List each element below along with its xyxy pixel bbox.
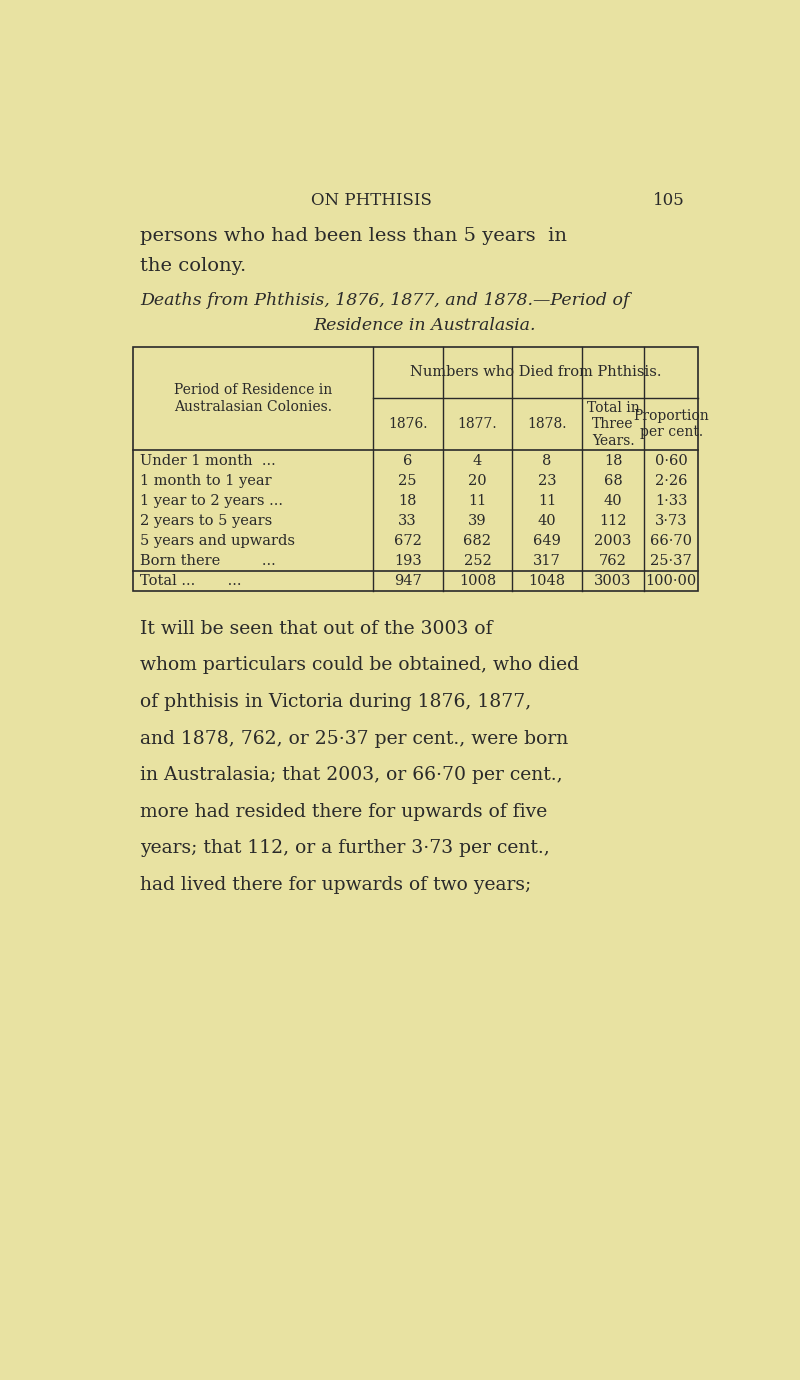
Text: 1877.: 1877. <box>458 417 498 432</box>
Text: Residence in Australasia.: Residence in Australasia. <box>313 317 536 334</box>
Text: 1878.: 1878. <box>527 417 567 432</box>
Text: Under 1 month  ...: Under 1 month ... <box>140 454 276 468</box>
Text: 1048: 1048 <box>529 574 566 588</box>
Text: Period of Residence in
Australasian Colonies.: Period of Residence in Australasian Colo… <box>174 384 332 414</box>
Text: 11: 11 <box>538 494 556 508</box>
Text: Numbers who Died from Phthisis.: Numbers who Died from Phthisis. <box>410 366 662 380</box>
Text: Proportion
per cent.: Proportion per cent. <box>634 410 709 439</box>
Text: 8: 8 <box>542 454 552 468</box>
Text: 6: 6 <box>403 454 412 468</box>
Text: 23: 23 <box>538 473 557 487</box>
Text: 112: 112 <box>599 513 627 527</box>
Text: 193: 193 <box>394 553 422 567</box>
Text: 1876.: 1876. <box>388 417 427 432</box>
Text: 2 years to 5 years: 2 years to 5 years <box>140 513 273 527</box>
Text: and 1878, 762, or 25·37 per cent., were born: and 1878, 762, or 25·37 per cent., were … <box>140 730 569 748</box>
Text: 100·00: 100·00 <box>646 574 697 588</box>
Text: whom particulars could be obtained, who died: whom particulars could be obtained, who … <box>140 657 579 675</box>
Text: 33: 33 <box>398 513 417 527</box>
Text: 1 year to 2 years ...: 1 year to 2 years ... <box>140 494 283 508</box>
Text: Total in
Three
Years.: Total in Three Years. <box>586 402 639 447</box>
Text: persons who had been less than 5 years  in: persons who had been less than 5 years i… <box>140 228 567 246</box>
Text: 1008: 1008 <box>459 574 496 588</box>
Text: It will be seen that out of the 3003 of: It will be seen that out of the 3003 of <box>140 620 493 638</box>
Text: 3·73: 3·73 <box>655 513 687 527</box>
Text: 1 month to 1 year: 1 month to 1 year <box>140 473 272 487</box>
Text: 672: 672 <box>394 534 422 548</box>
Text: Born there         ...: Born there ... <box>140 553 276 567</box>
Text: 18: 18 <box>604 454 622 468</box>
Text: 682: 682 <box>463 534 491 548</box>
Text: ON PHTHISIS: ON PHTHISIS <box>311 192 432 208</box>
Text: 25·37: 25·37 <box>650 553 692 567</box>
Text: 0·60: 0·60 <box>654 454 687 468</box>
Text: 4: 4 <box>473 454 482 468</box>
Text: Deaths from Phthisis, 1876, 1877, and 1878.—Period of: Deaths from Phthisis, 1876, 1877, and 18… <box>140 291 630 309</box>
Text: 1·33: 1·33 <box>655 494 687 508</box>
Text: 3003: 3003 <box>594 574 632 588</box>
Text: 11: 11 <box>468 494 486 508</box>
Text: more had resided there for upwards of five: more had resided there for upwards of fi… <box>140 803 547 821</box>
Text: in Australasia; that 2003, or 66·70 per cent.,: in Australasia; that 2003, or 66·70 per … <box>140 766 563 784</box>
Text: years; that 112, or a further 3·73 per cent.,: years; that 112, or a further 3·73 per c… <box>140 839 550 857</box>
Text: 317: 317 <box>534 553 561 567</box>
Text: 18: 18 <box>398 494 417 508</box>
Text: 66·70: 66·70 <box>650 534 692 548</box>
Text: 649: 649 <box>534 534 561 548</box>
Bar <box>133 346 698 591</box>
Text: 2·26: 2·26 <box>655 473 687 487</box>
Text: 40: 40 <box>604 494 622 508</box>
Text: 25: 25 <box>398 473 417 487</box>
Text: of phthisis in Victoria during 1876, 1877,: of phthisis in Victoria during 1876, 187… <box>140 693 531 711</box>
Text: 947: 947 <box>394 574 422 588</box>
Text: 20: 20 <box>468 473 486 487</box>
Text: 68: 68 <box>604 473 622 487</box>
Text: 40: 40 <box>538 513 557 527</box>
Text: had lived there for upwards of two years;: had lived there for upwards of two years… <box>140 876 531 894</box>
Text: 762: 762 <box>599 553 627 567</box>
Text: 252: 252 <box>463 553 491 567</box>
Text: 39: 39 <box>468 513 486 527</box>
Text: 2003: 2003 <box>594 534 632 548</box>
Text: 105: 105 <box>654 192 685 208</box>
Text: Total ...       ...: Total ... ... <box>140 574 242 588</box>
Text: 5 years and upwards: 5 years and upwards <box>140 534 295 548</box>
Text: the colony.: the colony. <box>140 257 246 275</box>
